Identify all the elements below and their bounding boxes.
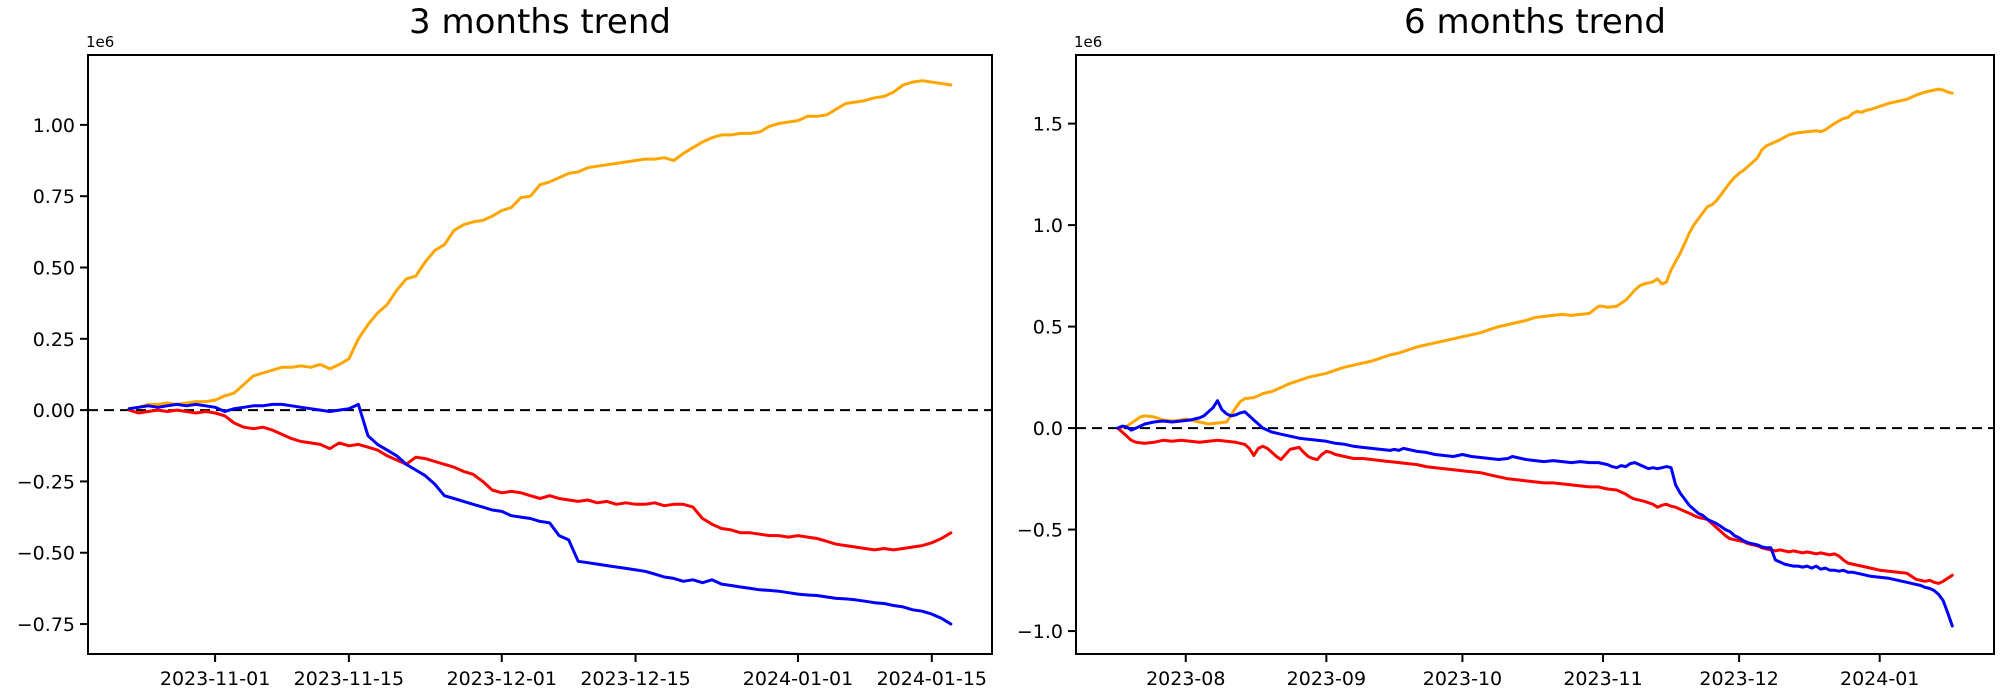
y-tick-label: −1.0: [1017, 621, 1063, 643]
x-tick-label: 2023-10: [1423, 668, 1502, 690]
y-axis-multiplier-label: 1e6: [1074, 33, 1103, 51]
x-tick-label: 2023-09: [1287, 668, 1366, 690]
series-line-red: [1116, 426, 1954, 585]
y-axis-multiplier-label: 1e6: [86, 33, 115, 51]
chart-title: 3 months trend: [409, 2, 671, 42]
y-tick-label: −0.5: [1017, 520, 1063, 542]
series-line-blue: [1116, 399, 1954, 628]
x-tick-label: 2023-08: [1146, 668, 1225, 690]
y-tick-label: 0.0: [1033, 418, 1063, 440]
x-tick-label: 2024-01: [1840, 668, 1919, 690]
chart-title: 6 months trend: [1404, 2, 1666, 42]
y-tick-label: 0.5: [1033, 317, 1063, 339]
series-line-orange: [1116, 87, 1954, 430]
x-tick-label: 2023-12: [1699, 668, 1778, 690]
x-tick-label: 2023-11: [1563, 668, 1642, 690]
plot-border: [1075, 54, 1995, 655]
y-tick-label: 1.5: [1033, 114, 1063, 136]
y-tick-label: 1.0: [1033, 215, 1063, 237]
